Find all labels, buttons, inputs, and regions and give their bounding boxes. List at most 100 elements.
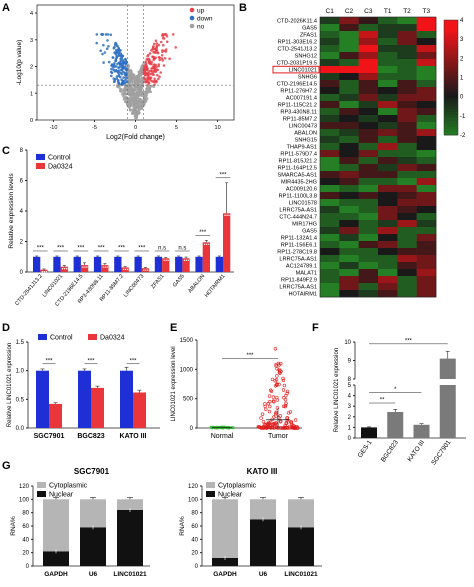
heatmap-cell: [378, 101, 398, 109]
heatmap-cell: [397, 241, 417, 249]
heatmap-cell: [358, 101, 379, 109]
bar: [78, 370, 91, 428]
y-tick-label: 0: [195, 564, 199, 570]
data-point: [266, 401, 271, 406]
data-point: [148, 88, 151, 91]
colorbar-segment: [444, 31, 458, 35]
data-point: [122, 76, 125, 79]
bar-nuclear: [212, 558, 238, 566]
heatmap-cell: [397, 199, 417, 207]
heatmap-cell: [378, 150, 398, 158]
colorbar-segment: [444, 20, 458, 24]
bar: [182, 258, 190, 272]
data-point: [118, 61, 122, 64]
heatmap-cell: [339, 59, 359, 67]
heatmap-cell: [320, 213, 340, 221]
x-tick-label: ABALON: [187, 273, 206, 294]
row-label: MIR4435-2HG: [281, 180, 317, 186]
data-point: [153, 63, 156, 66]
legend-marker: [189, 15, 195, 21]
row-label: ZFAS1: [300, 33, 317, 39]
heatmap-cell: [358, 248, 379, 256]
data-point: [272, 421, 276, 426]
data-point: [293, 418, 298, 422]
data-point: [269, 388, 273, 392]
replicate-dot: [61, 268, 64, 270]
y-tick-label: 80: [191, 511, 198, 517]
heatmap-cell: [339, 213, 359, 221]
data-point: [117, 70, 120, 73]
heatmap-cell: [416, 143, 437, 151]
heatmap-cell: [358, 192, 379, 200]
data-point: [100, 33, 103, 36]
row-label: SMARCA5-AS1: [278, 173, 317, 179]
data-point: [115, 56, 119, 59]
heatmap-cell: [416, 122, 437, 130]
y-tick-label: 1: [348, 425, 352, 431]
heatmap-cell: [320, 269, 340, 277]
row-label: HOTAIRM1: [289, 292, 318, 298]
data-point: [113, 62, 116, 65]
replicate-dot: [226, 214, 228, 216]
data-point: [271, 422, 276, 426]
replicate-dot: [224, 214, 226, 216]
heatmap-cell: [339, 136, 359, 144]
data-point: [126, 92, 129, 95]
heatmap-cell: [358, 108, 379, 116]
y-tick-label: 1000: [180, 367, 194, 373]
x-tick-label: GAPDH: [213, 571, 237, 578]
data-point: [150, 62, 153, 66]
heatmap-cell: [397, 157, 417, 165]
y-tick-label: 0.0: [16, 426, 25, 432]
x-tick-label: SGC7901: [430, 439, 452, 467]
bar-cytoplasmic: [117, 499, 143, 510]
heatmap-cell: [358, 31, 379, 39]
legend-label: Nuclear: [218, 492, 243, 499]
bar: [80, 265, 89, 272]
data-point: [121, 89, 125, 93]
heatmap-cell: [397, 122, 417, 130]
heatmap-cell: [339, 192, 359, 200]
data-point: [136, 84, 140, 88]
x-tick-label: KATO III: [120, 433, 147, 440]
data-point: [140, 92, 144, 96]
y-tick-label: 1500: [180, 338, 194, 344]
heatmap-cell: [358, 241, 379, 249]
data-point: [122, 95, 125, 98]
heatmap-cell: [339, 269, 359, 277]
data-point: [282, 404, 286, 408]
heatmap-cell: [339, 129, 359, 137]
colorbar-segment: [444, 37, 458, 41]
data-point: [285, 426, 290, 430]
data-point: [143, 90, 146, 94]
data-point: [267, 425, 271, 429]
heatmap-cell: [358, 73, 379, 81]
x-tick-label: GAS5: [172, 273, 186, 288]
row-label: GAS5: [302, 229, 317, 235]
x-tick-label: 0: [134, 125, 137, 131]
row-label: RP11-303E16.2: [278, 40, 317, 46]
data-point: [150, 67, 153, 70]
heatmap-cell: [378, 178, 398, 186]
replicate-dot: [167, 259, 169, 261]
data-point: [153, 70, 156, 73]
data-point: [275, 374, 279, 378]
legend-swatch: [38, 334, 47, 340]
data-point: [135, 79, 139, 82]
heatmap-cell: [358, 227, 379, 235]
heatmap-cell: [416, 269, 437, 277]
data-point: [129, 102, 132, 106]
data-point: [123, 86, 127, 89]
bar: [175, 256, 183, 273]
legend-swatch: [37, 491, 46, 497]
panel-label-g: G: [2, 460, 11, 472]
data-point: [117, 66, 120, 70]
row-label: CTC-444N24.7: [279, 215, 317, 221]
data-point: [278, 414, 282, 418]
bar-nuclear: [43, 551, 69, 566]
heatmap-cell: [416, 108, 437, 116]
data-point: [274, 364, 278, 368]
significance-label: **: [380, 398, 385, 404]
x-tick-label: LINC01021: [284, 571, 318, 578]
